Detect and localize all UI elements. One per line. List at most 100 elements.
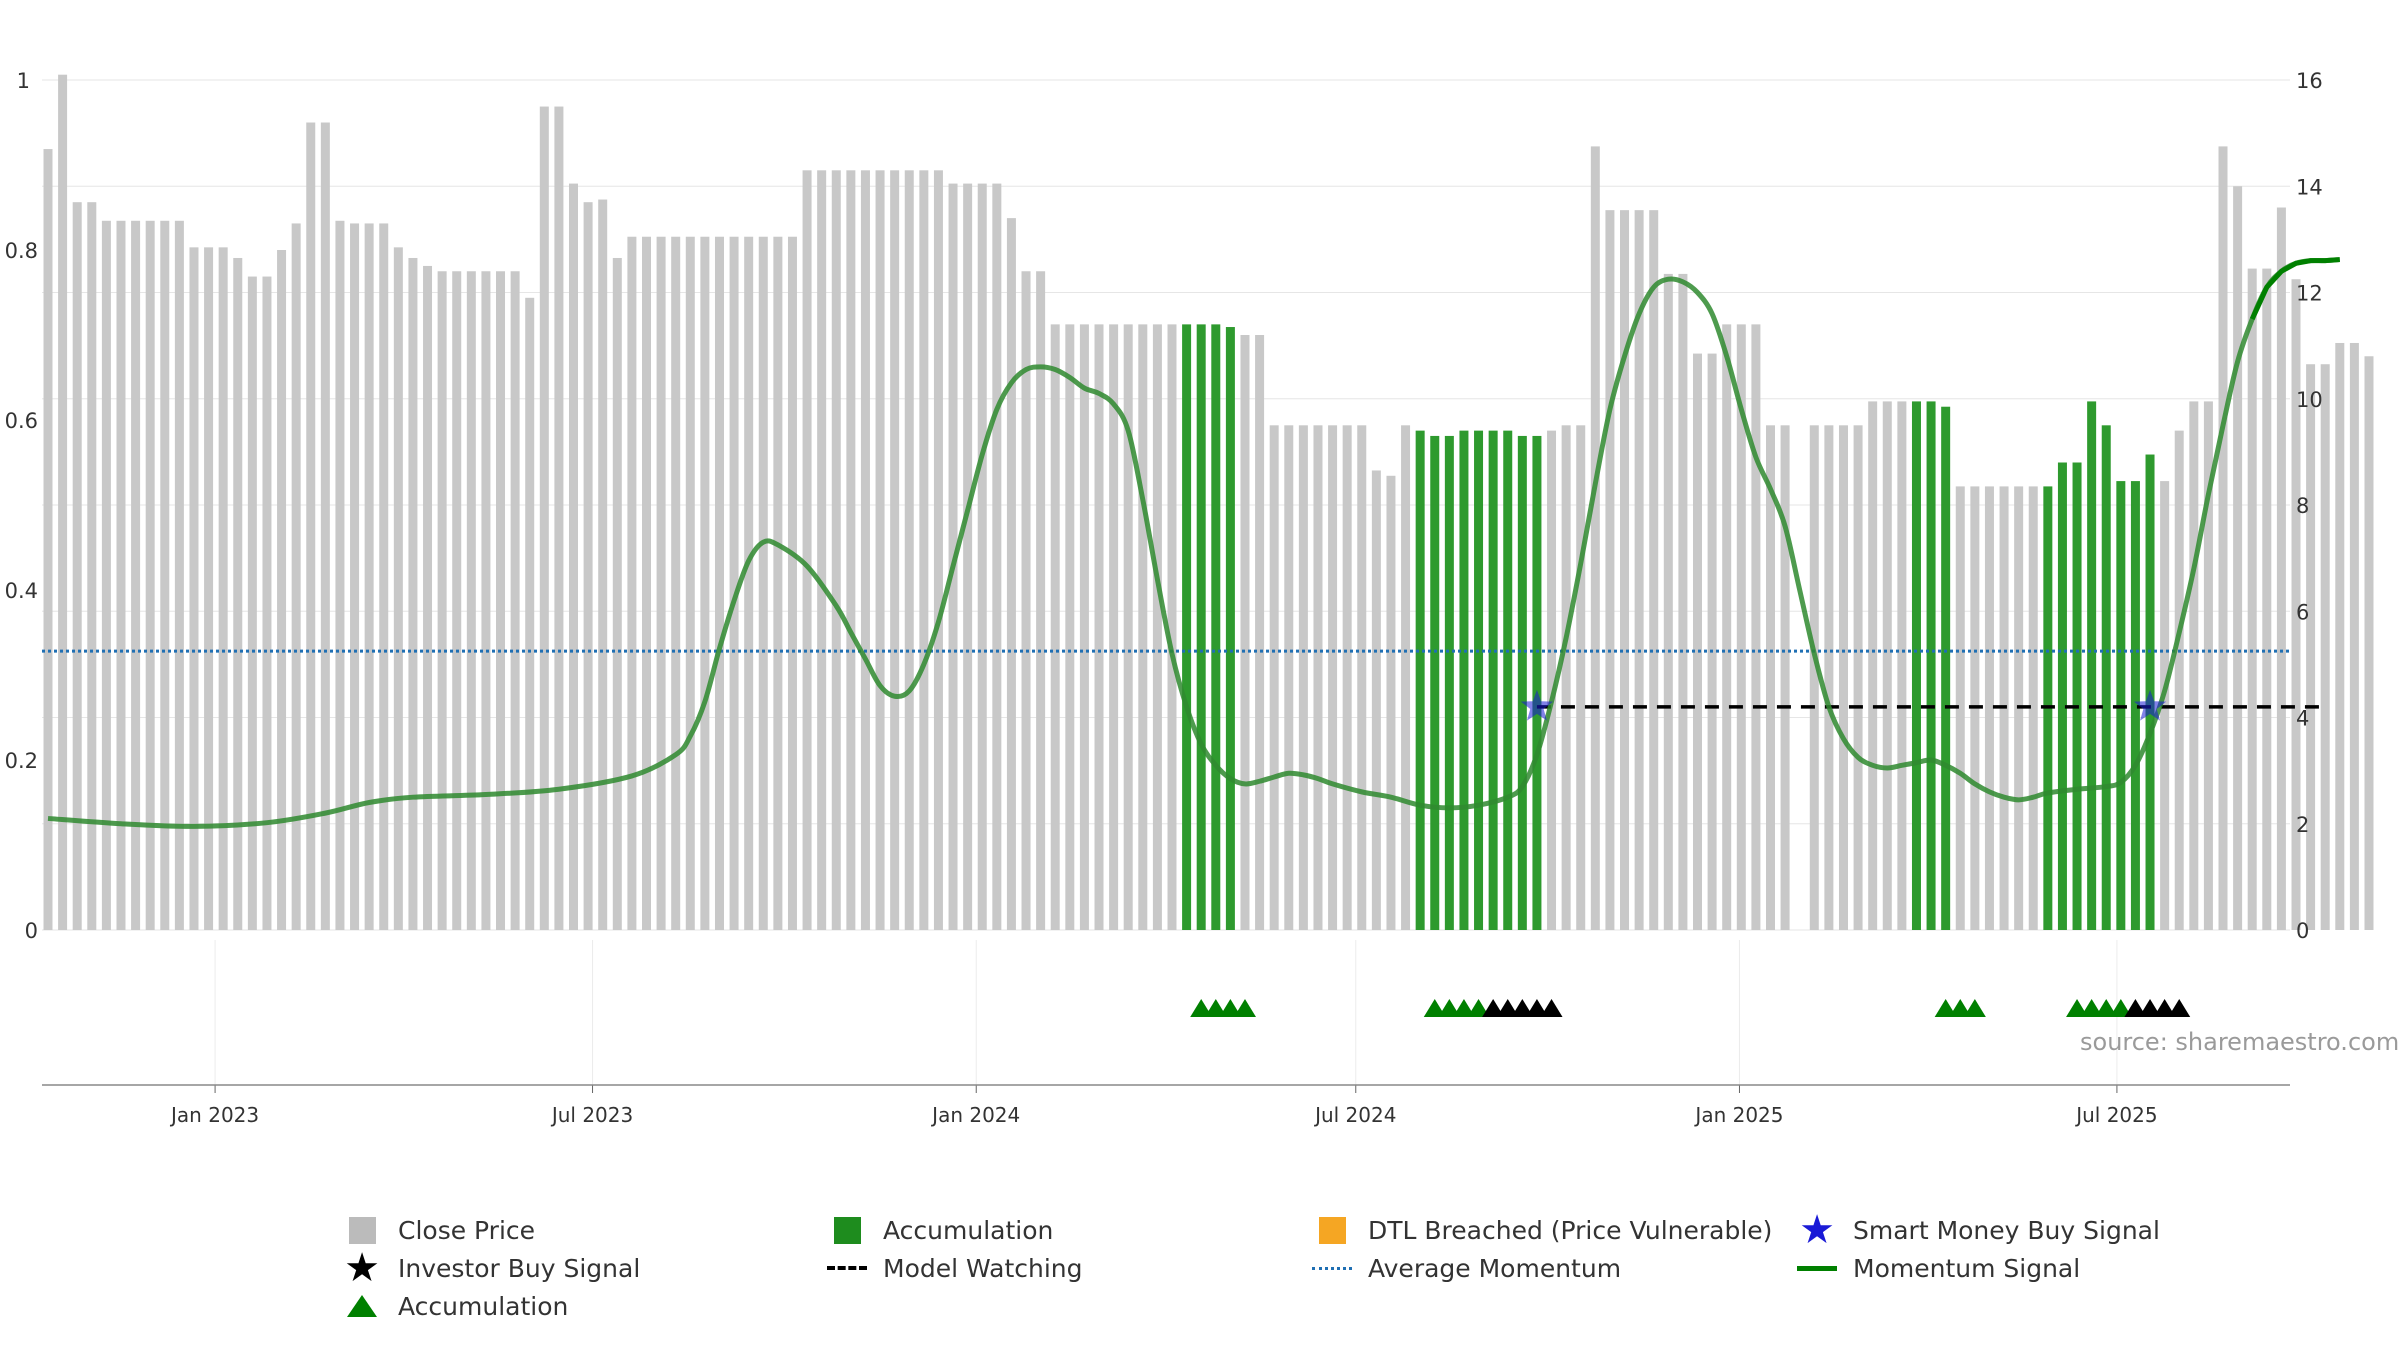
dtl-breached-swatch [1318, 1216, 1346, 1244]
grid-lines [42, 79, 2290, 1085]
legend-label: Investor Buy Signal [398, 1253, 641, 1283]
close-price-bar [350, 223, 360, 930]
close-price-bar [1386, 475, 1396, 930]
close-price-bar [58, 74, 68, 930]
close-price-bar [116, 220, 126, 930]
close-price-bar [466, 271, 476, 930]
close-price-bar [1109, 324, 1119, 930]
right-axis: 0 2 4 6 8 10 12 14 16 [2296, 69, 2323, 943]
investor-buy-triangle [2139, 999, 2162, 1017]
legend-dtl-breached: DTL Breached (Price Vulnerable) [1310, 1212, 1772, 1248]
right-tick-label: 2 [2296, 813, 2309, 837]
accumulation-triangle [1204, 999, 1227, 1017]
close-price-bar [1094, 324, 1104, 930]
x-tick-label: Jan 2023 [169, 1103, 259, 1127]
close-price-bar [320, 122, 330, 930]
close-price-bar [2189, 401, 2199, 930]
accumulation-triangle [2095, 999, 2118, 1017]
momentum-signal-latest [2249, 257, 2340, 321]
close-price-bar [1152, 324, 1162, 930]
close-price-bar [1838, 425, 1848, 930]
close-price-bar [1065, 324, 1075, 930]
close-price-bar [1050, 324, 1060, 930]
close-price-bar [189, 247, 199, 930]
close-price-bar [933, 170, 943, 930]
accumulation-bar [1196, 324, 1206, 930]
close-price-bar [977, 183, 987, 930]
close-price-bar [2028, 486, 2038, 930]
right-tick-label: 6 [2296, 600, 2309, 624]
close-price-bar [2247, 268, 2257, 930]
close-price-bar [1357, 425, 1367, 930]
x-tick-label: Jan 2025 [1693, 1103, 1783, 1127]
close-price-bar [1955, 486, 1965, 930]
close-price-bar [452, 271, 462, 930]
legend-accumulation-marker: Accumulation [340, 1288, 568, 1324]
close-price-bar [1401, 425, 1411, 930]
legend-momentum-signal: Momentum Signal [1795, 1250, 2080, 1286]
close-price-bar [1663, 273, 1673, 930]
smart-money-star [2133, 689, 2167, 721]
right-tick-label: 8 [2296, 494, 2309, 518]
accumulation-triangle [1219, 999, 1242, 1017]
close-price-bar [2276, 207, 2286, 930]
accumulation-bar [1926, 401, 1936, 930]
close-price-bar [2218, 146, 2228, 930]
close-price-bar [744, 236, 754, 930]
accumulation-bar [1474, 430, 1484, 930]
close-price-bar [131, 220, 141, 930]
legend-label: Model Watching [883, 1253, 1083, 1283]
close-price-bar [656, 236, 666, 930]
close-price-bar [1167, 324, 1177, 930]
close-price-bar [2233, 186, 2243, 930]
accumulation-triangle [1233, 999, 1256, 1017]
close-price-bar [583, 202, 593, 930]
close-price-bar [992, 183, 1002, 930]
close-price-bar [1006, 218, 1016, 930]
x-tick-label: Jul 2024 [1313, 1103, 1396, 1127]
close-price-bar [510, 271, 520, 930]
investor-buy-triangle [1540, 999, 1563, 1017]
accumulation-bar [1941, 406, 1951, 930]
close-price-bar [1897, 401, 1907, 930]
right-tick-label: 10 [2296, 388, 2323, 412]
close-price-bar [1590, 146, 1600, 930]
left-tick-label: 0.4 [5, 579, 38, 603]
close-price-bar [379, 223, 389, 930]
legend-accumulation-bar: Accumulation [825, 1212, 1053, 1248]
x-tick-label: Jul 2025 [2074, 1103, 2157, 1127]
close-price-bar [641, 236, 651, 930]
close-price-bar [437, 271, 447, 930]
accumulation-bar [1459, 430, 1469, 930]
accumulation-triangle [1438, 999, 1461, 1017]
legend-label: Average Momentum [1368, 1253, 1622, 1283]
close-price-bar [291, 223, 301, 930]
accumulation-triangle [2109, 999, 2132, 1017]
accumulation-bar [1911, 401, 1921, 930]
close-price-bar [2203, 401, 2213, 930]
smart-money-buy-signals [1520, 689, 2167, 721]
close-price-bar [846, 170, 856, 930]
close-price-bar [423, 265, 433, 930]
accumulation-bar [2101, 425, 2111, 930]
close-price-bar [2306, 364, 2316, 930]
x-tick-label: Jul 2023 [550, 1103, 633, 1127]
accumulation-bar [2057, 462, 2067, 930]
close-price-bars [43, 74, 2374, 930]
close-price-bar [773, 236, 783, 930]
close-price-bar [671, 236, 681, 930]
close-price-bar [1984, 486, 1994, 930]
close-price-bar [860, 170, 870, 930]
accumulation-bar [2087, 401, 2097, 930]
right-tick-label: 0 [2296, 919, 2309, 943]
close-price-bar [1079, 324, 1089, 930]
accumulation-bar [2072, 462, 2082, 930]
accumulation-bar [1225, 327, 1235, 930]
close-price-bar [1240, 335, 1250, 930]
legend: Close Price Accumulation DTL Breached (P… [330, 1210, 2230, 1332]
close-price-bar [306, 122, 316, 930]
close-price-bar [598, 199, 608, 930]
x-axis: Jan 2023 Jul 2023 Jan 2024 Jul 2024 Jan 2025… [42, 1084, 2290, 1127]
close-price-bar [1707, 353, 1717, 930]
accumulation-bar [1517, 435, 1527, 930]
